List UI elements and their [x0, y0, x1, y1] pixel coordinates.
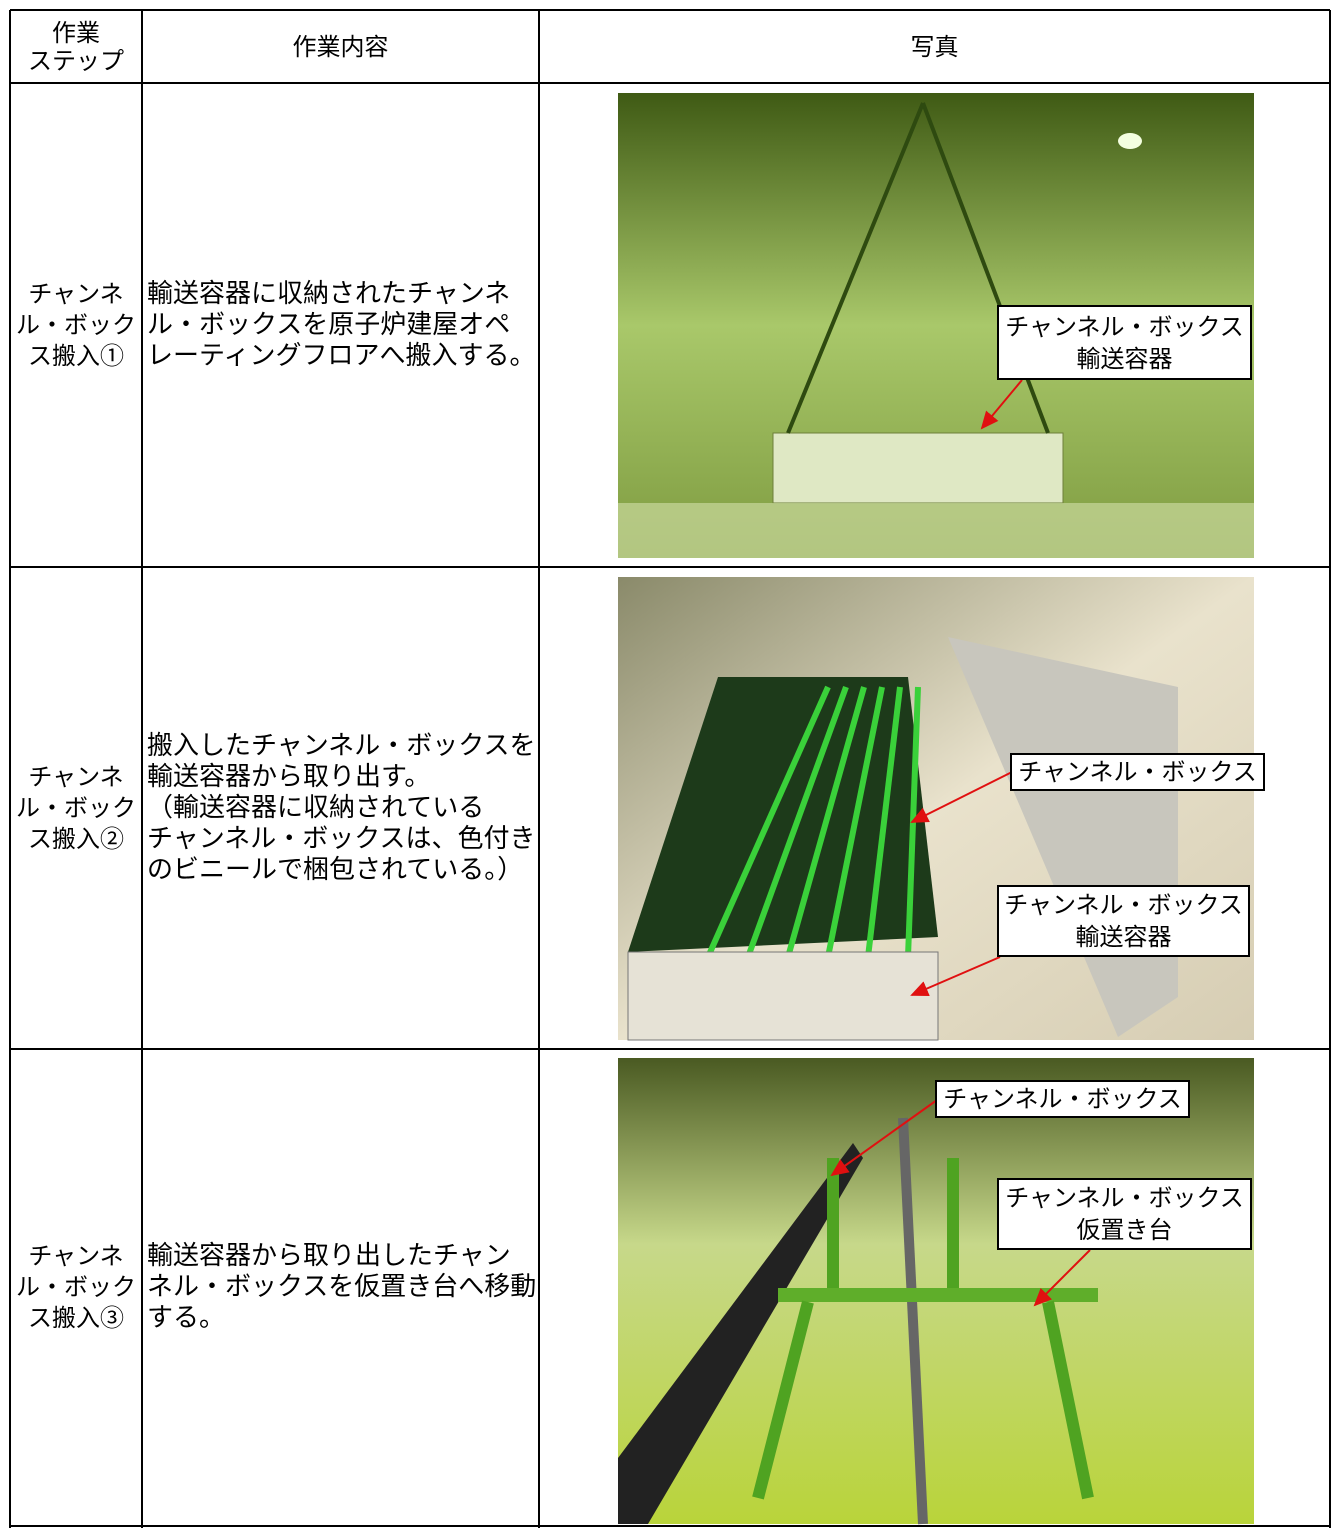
header-cell: 作業内容 [142, 10, 539, 83]
photo-callout: チャンネル・ボックス [935, 1080, 1190, 1118]
header-cell: 写真 [539, 10, 1330, 83]
photo-detail [785, 686, 867, 958]
header-text: 作業内容 [292, 32, 389, 61]
content-cell: 輸送容器に収納されたチャンネ ル・ボックスを原子炉建屋オペ レーティングフロアへ搬入… [142, 83, 539, 567]
header-text: ステップ [28, 46, 124, 75]
step-text: ス搬入① [28, 341, 124, 370]
photo-detail [865, 686, 903, 958]
content-text: 輸送容器に収納されたチャンネ [147, 278, 511, 309]
photo-callout: チャンネル・ボックス 仮置き台 [997, 1178, 1252, 1250]
callout-text: チャンネル・ボックス [1018, 758, 1257, 786]
content-text: ネル・ボックスを仮置き台へ移動 [147, 1272, 537, 1302]
step-text: ル・ボック [16, 1273, 136, 1301]
callout-arrow [980, 379, 1023, 430]
content-text: のビニールで梱包されている。） [147, 854, 524, 885]
content-text: レーティングフロアへ搬入する。 [147, 340, 536, 371]
step-cell: チャンネル・ボックス搬入③ [10, 1049, 142, 1526]
photo-detail [1118, 133, 1142, 149]
photo-detail [825, 686, 885, 958]
step-text: ス搬入② [28, 824, 124, 853]
photo-detail [627, 951, 939, 1041]
content-text: （輸送容器に収納されている [147, 792, 485, 823]
photo-detail [628, 677, 938, 952]
callout-arrow [910, 771, 1013, 823]
step-text: チャンネ [28, 1242, 124, 1270]
content-text: ル・ボックスを原子炉建屋オペ [147, 309, 511, 340]
step-text: チャンネ [28, 762, 124, 791]
header-text: 作業 [52, 18, 100, 47]
photo-detail [618, 1143, 863, 1524]
photo-detail [778, 1288, 1098, 1302]
callout-text: チャンネル・ボックス [1004, 891, 1243, 919]
content-cell: 輸送容器から取り出したチャン ネル・ボックスを仮置き台へ移動 する。 [142, 1049, 539, 1526]
photo-detail [752, 1158, 1094, 1500]
photo-callout: チャンネル・ボックス [1010, 753, 1265, 791]
content-text: する。 [147, 1303, 226, 1333]
photo-callout: チャンネル・ボックス 輸送容器 [997, 885, 1250, 957]
content-text: チャンネル・ボックスは、色付き [147, 823, 536, 854]
photo-detail [772, 432, 1064, 504]
step-text: チャンネ [28, 279, 124, 308]
callout-text: チャンネル・ボックス [1005, 1184, 1244, 1212]
callout-text: チャンネル・ボックス [1005, 312, 1244, 341]
content-text: 輸送容器から取り出したチャン [147, 1241, 511, 1271]
step-cell: チャンネ ル・ボック ス搬入① [10, 83, 142, 567]
header-text: 写真 [910, 32, 959, 61]
callout-text: チャンネル・ボックス [943, 1085, 1182, 1113]
content-cell: 搬入したチャンネル・ボックスを 輸送容器から取り出す。 （輸送容器に収納されているチ… [142, 567, 539, 1049]
step-text: ル・ボック [16, 310, 136, 339]
step-text: ス搬入③ [28, 1304, 124, 1332]
header-cell: 作業 ステップ [10, 10, 142, 83]
callout-text: 輸送容器 [1075, 923, 1172, 951]
callout-arrow [1033, 1249, 1091, 1307]
content-text: 輸送容器から取り出す。 [147, 761, 431, 792]
step-cell: チャンネ ル・ボック ス搬入② [10, 567, 142, 1049]
content-text: 搬入したチャンネル・ボックスを [147, 730, 536, 761]
callout-text: 輸送容器 [1076, 344, 1173, 373]
photo-callout: チャンネル・ボックス 輸送容器 [997, 305, 1252, 380]
step-text: ル・ボック [16, 793, 136, 822]
photo-detail [705, 685, 831, 959]
callout-arrow [830, 1099, 938, 1177]
callout-arrow [910, 956, 1001, 997]
photo-detail [898, 1117, 928, 1525]
callout-text: 仮置き台 [1076, 1216, 1173, 1244]
photo-detail [745, 685, 849, 959]
photo-detail [618, 503, 1254, 558]
